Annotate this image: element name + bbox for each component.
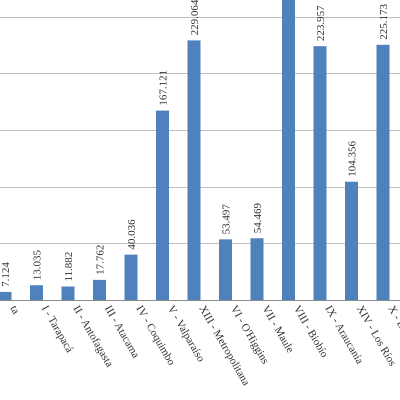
bar <box>250 238 264 300</box>
data-label: 13.035 <box>32 249 44 280</box>
bar <box>219 239 232 300</box>
bar <box>124 254 138 300</box>
data-label: 104.356 <box>347 140 359 176</box>
data-label: 229.064 <box>189 0 201 35</box>
bar <box>30 285 43 300</box>
bar <box>313 46 327 300</box>
category-label: I - Tarapacá <box>39 304 76 355</box>
bar <box>187 40 201 300</box>
data-label: 53.497 <box>221 204 233 235</box>
data-label: 223.957 <box>315 5 327 41</box>
data-label: 7.124 <box>0 262 12 287</box>
category-label: VII - Maule <box>259 304 296 356</box>
category-label: ta <box>7 304 21 317</box>
bar <box>93 279 106 300</box>
bar <box>282 0 295 300</box>
data-labels: 7.124 13.035 11.882 17.762 40.036 167.121 229.… <box>0 0 390 287</box>
bar <box>0 291 12 300</box>
data-label: 40.036 <box>126 219 138 250</box>
data-label: 11.882 <box>63 252 75 282</box>
data-label: 54.469 <box>252 203 264 234</box>
bar <box>156 110 169 301</box>
bar <box>61 286 75 300</box>
data-label: 225.173 <box>378 4 390 40</box>
data-label: 167.121 <box>158 70 170 106</box>
data-label: 17.762 <box>95 245 107 275</box>
bars <box>0 0 390 301</box>
bar <box>345 181 358 300</box>
bar <box>376 44 390 301</box>
